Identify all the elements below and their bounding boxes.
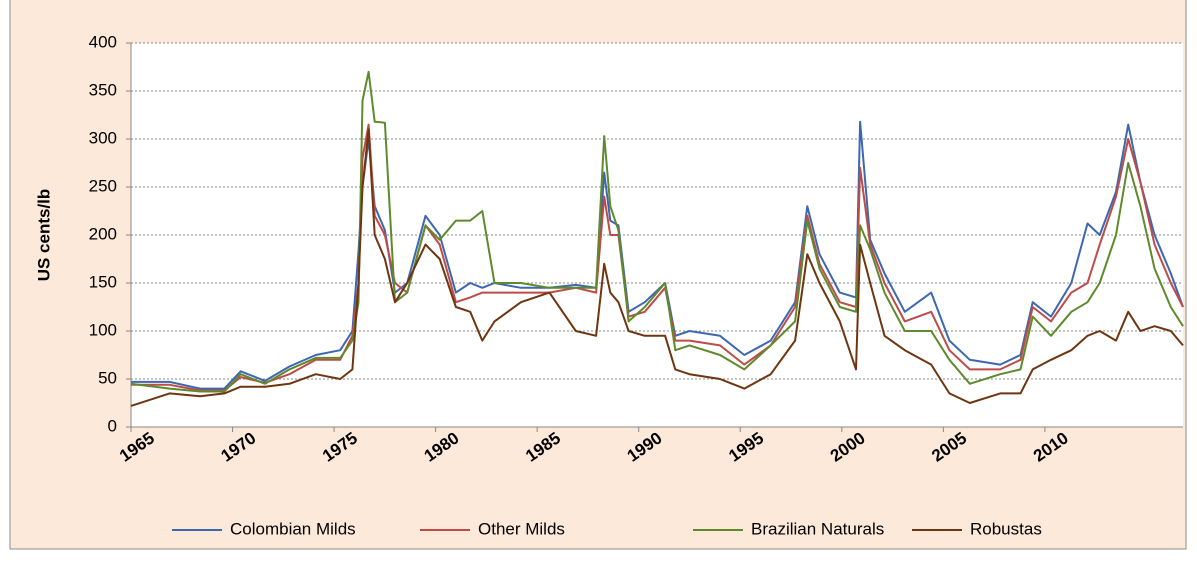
y-tick-label: 150 — [89, 272, 117, 291]
y-tick-label: 50 — [98, 368, 117, 387]
y-tick-label: 400 — [89, 32, 117, 51]
y-tick-label: 300 — [89, 128, 117, 147]
y-tick-label: 200 — [89, 224, 117, 243]
y-tick-label: 250 — [89, 176, 117, 195]
series-line — [130, 128, 1184, 407]
y-tick-label: 0 — [108, 416, 117, 435]
y-tick-label: 100 — [89, 320, 117, 339]
legend-label: Robustas — [970, 519, 1042, 538]
y-tick-label: 350 — [89, 80, 117, 99]
legend-label: Colombian Milds — [230, 519, 356, 538]
legend-label: Other Milds — [478, 519, 565, 538]
legend-label: Brazilian Naturals — [751, 519, 884, 538]
y-axis-label: US cents/lb — [34, 189, 53, 282]
